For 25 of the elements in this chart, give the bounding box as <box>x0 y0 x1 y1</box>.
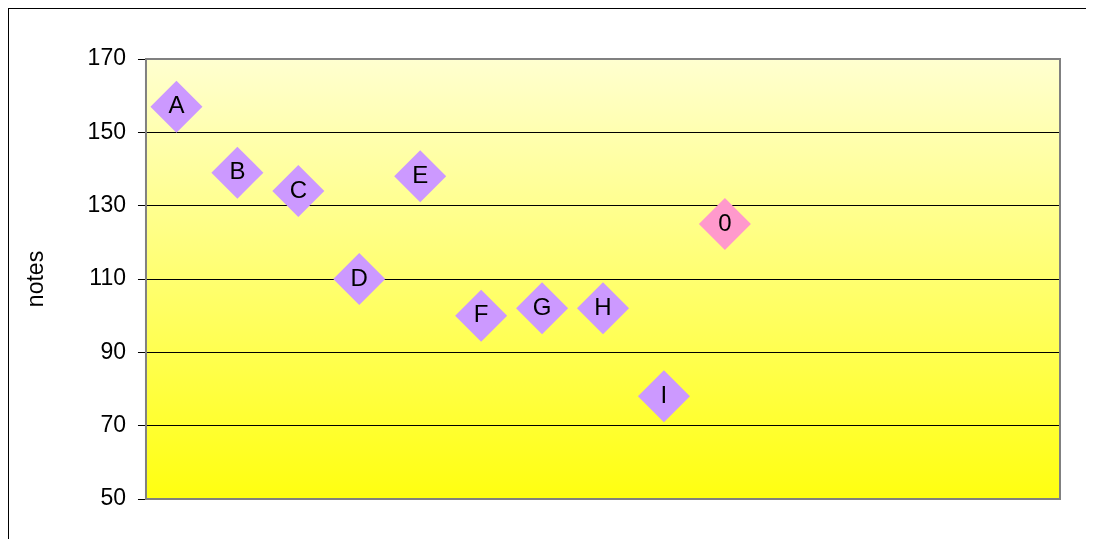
y-tick-label: 130 <box>87 191 126 218</box>
y-tick-label: 170 <box>87 44 126 71</box>
y-tick-label: 50 <box>100 484 126 511</box>
point <box>455 289 508 342</box>
y-tick-label: 70 <box>100 411 126 438</box>
point <box>576 282 629 335</box>
series-label: E <box>412 160 429 188</box>
series-label: 0 <box>718 208 732 236</box>
series-label: A <box>168 91 185 119</box>
point <box>637 370 690 423</box>
series-label: C <box>289 175 307 203</box>
point <box>333 253 386 305</box>
series-label: B <box>229 157 246 185</box>
y-tick-label: 90 <box>100 337 126 364</box>
series-label: I <box>660 380 668 408</box>
y-tick-label: 150 <box>87 117 126 144</box>
point <box>698 198 751 250</box>
y-axis-title: notes <box>22 250 49 308</box>
series-label: D <box>350 263 368 291</box>
series-label: G <box>532 292 552 320</box>
y-tick-label: 110 <box>89 264 126 291</box>
series-label: H <box>594 292 612 320</box>
point <box>394 150 447 203</box>
point <box>272 165 325 217</box>
series-label: F <box>473 300 489 328</box>
